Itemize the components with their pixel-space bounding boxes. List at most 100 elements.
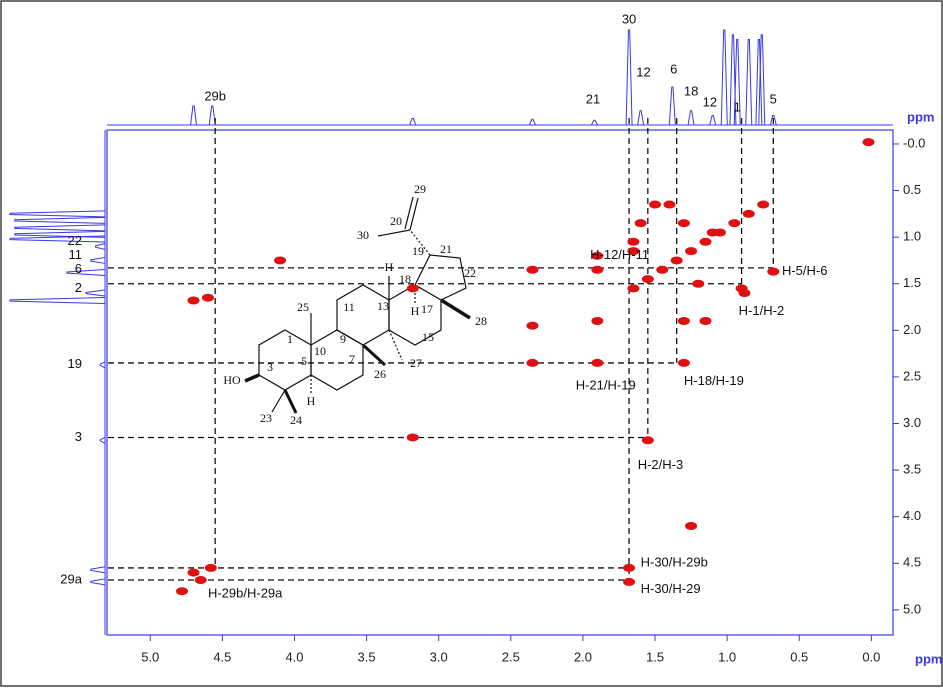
structure-label: H xyxy=(385,260,394,274)
left-projection-peak xyxy=(85,289,106,297)
left-projection-peak xyxy=(14,224,106,232)
structure-label: 24 xyxy=(290,413,302,427)
y-tick-label: 3.5 xyxy=(903,462,921,477)
cross-peak xyxy=(526,265,539,274)
cross-peak xyxy=(274,256,287,265)
cross-peak xyxy=(591,358,604,367)
cross-peak xyxy=(591,265,604,274)
y-tick-label: -0.0 xyxy=(903,135,925,150)
structure-label: 20 xyxy=(390,214,402,228)
left-peak-label: 3 xyxy=(75,429,82,444)
structure-label: HO xyxy=(223,373,241,387)
left-projection-peak xyxy=(14,216,106,224)
top-peak-label: 30 xyxy=(622,11,636,26)
y-tick-label: 4.0 xyxy=(903,508,921,523)
structure-label: 27 xyxy=(410,356,422,370)
top-peak-label: 5 xyxy=(770,91,777,106)
structure-label: 22 xyxy=(464,266,476,280)
left-projection-peak xyxy=(95,242,106,250)
x-tick-label: 5.0 xyxy=(141,649,159,664)
structure-label: 26 xyxy=(374,367,386,381)
cross-peak xyxy=(187,296,200,305)
left-peak-label: 19 xyxy=(68,356,82,371)
y-tick-label: 1.5 xyxy=(903,275,921,290)
cross-peak xyxy=(641,436,654,445)
top-peak-label: 18 xyxy=(684,83,698,98)
left-projection-peak xyxy=(9,235,106,243)
cross-peak xyxy=(677,317,690,326)
structure-label: 19 xyxy=(412,244,424,258)
cross-peak xyxy=(591,317,604,326)
y-tick-label: 2.5 xyxy=(903,368,921,383)
left-peak-label: 22 xyxy=(68,233,82,248)
correlation-label: H-30/H-29 xyxy=(641,581,701,596)
cross-peak xyxy=(204,563,217,572)
structure-label: 1 xyxy=(287,332,293,346)
x-axis-label: ppm xyxy=(915,651,942,666)
top-projection-peak xyxy=(709,115,717,126)
correlation-label: H-2/H-3 xyxy=(638,457,684,472)
structure-label: 11 xyxy=(343,300,355,314)
left-projection-peak xyxy=(66,269,106,277)
structure-label: 28 xyxy=(475,314,487,328)
cross-peak xyxy=(699,317,712,326)
x-tick-label: 0.0 xyxy=(862,649,880,664)
correlation-label: H-29b/H-29a xyxy=(208,585,283,600)
left-projection-peak xyxy=(14,230,106,238)
x-tick-label: 2.0 xyxy=(574,649,592,664)
cross-peak xyxy=(767,267,780,276)
y-axis-label: ppm xyxy=(907,109,934,124)
structure-label: H xyxy=(411,304,420,318)
cross-peak xyxy=(656,265,669,274)
structure-label: H xyxy=(307,394,316,408)
structure-label: 30 xyxy=(357,228,369,242)
cross-peak xyxy=(175,587,188,596)
cross-peak xyxy=(685,247,698,256)
structure-bonds xyxy=(244,196,471,414)
left-peak-label: 11 xyxy=(69,247,83,262)
top-projection-peak xyxy=(729,34,737,126)
y-tick-label: 2.0 xyxy=(903,322,921,337)
left-projection-peak xyxy=(90,566,106,574)
top-peak-label: 12 xyxy=(636,64,650,79)
x-tick-label: 4.0 xyxy=(285,649,303,664)
top-projection-peak xyxy=(208,105,216,126)
left-projection-peak xyxy=(9,210,106,218)
structure-label: 5 xyxy=(301,354,307,368)
structure-label: 10 xyxy=(314,344,326,358)
top-peak-label: 1 xyxy=(734,99,741,114)
cross-peak xyxy=(623,563,636,572)
correlation-label: H-12/H-11 xyxy=(590,247,649,262)
cross-peak xyxy=(738,289,751,298)
cross-peak xyxy=(526,321,539,330)
structure-label: 9 xyxy=(340,332,346,346)
top-projection-peak xyxy=(720,29,728,126)
structure-label: 17 xyxy=(421,302,433,316)
x-tick-label: 2.5 xyxy=(502,649,520,664)
cross-peak xyxy=(692,279,705,288)
cross-peak xyxy=(591,251,604,260)
top-peak-label: 29b xyxy=(204,88,226,103)
structure-label: 29 xyxy=(414,182,426,196)
top-peak-label: 6 xyxy=(670,61,677,76)
x-tick-label: 3.0 xyxy=(430,649,448,664)
cross-peak xyxy=(201,293,214,302)
structure-label: 7 xyxy=(349,352,355,366)
cross-peak xyxy=(677,219,690,228)
top-projection-peak xyxy=(687,110,695,126)
y-tick-label: 0.5 xyxy=(903,182,921,197)
cross-peak xyxy=(663,200,676,209)
correlation-label: H-21/H-19 xyxy=(576,378,636,393)
cross-peak xyxy=(670,256,683,265)
correlation-label: H-5/H-6 xyxy=(782,263,828,278)
structure-label: 3 xyxy=(267,360,273,374)
top-projection-peak xyxy=(637,110,645,126)
cross-peak xyxy=(623,577,636,586)
cross-peak xyxy=(406,284,419,293)
cross-peak xyxy=(641,275,654,284)
top-projection-peak xyxy=(591,119,598,126)
structure-label: 25 xyxy=(297,300,309,314)
top-projection-peak xyxy=(758,34,766,126)
structure-label: 13 xyxy=(377,299,389,313)
